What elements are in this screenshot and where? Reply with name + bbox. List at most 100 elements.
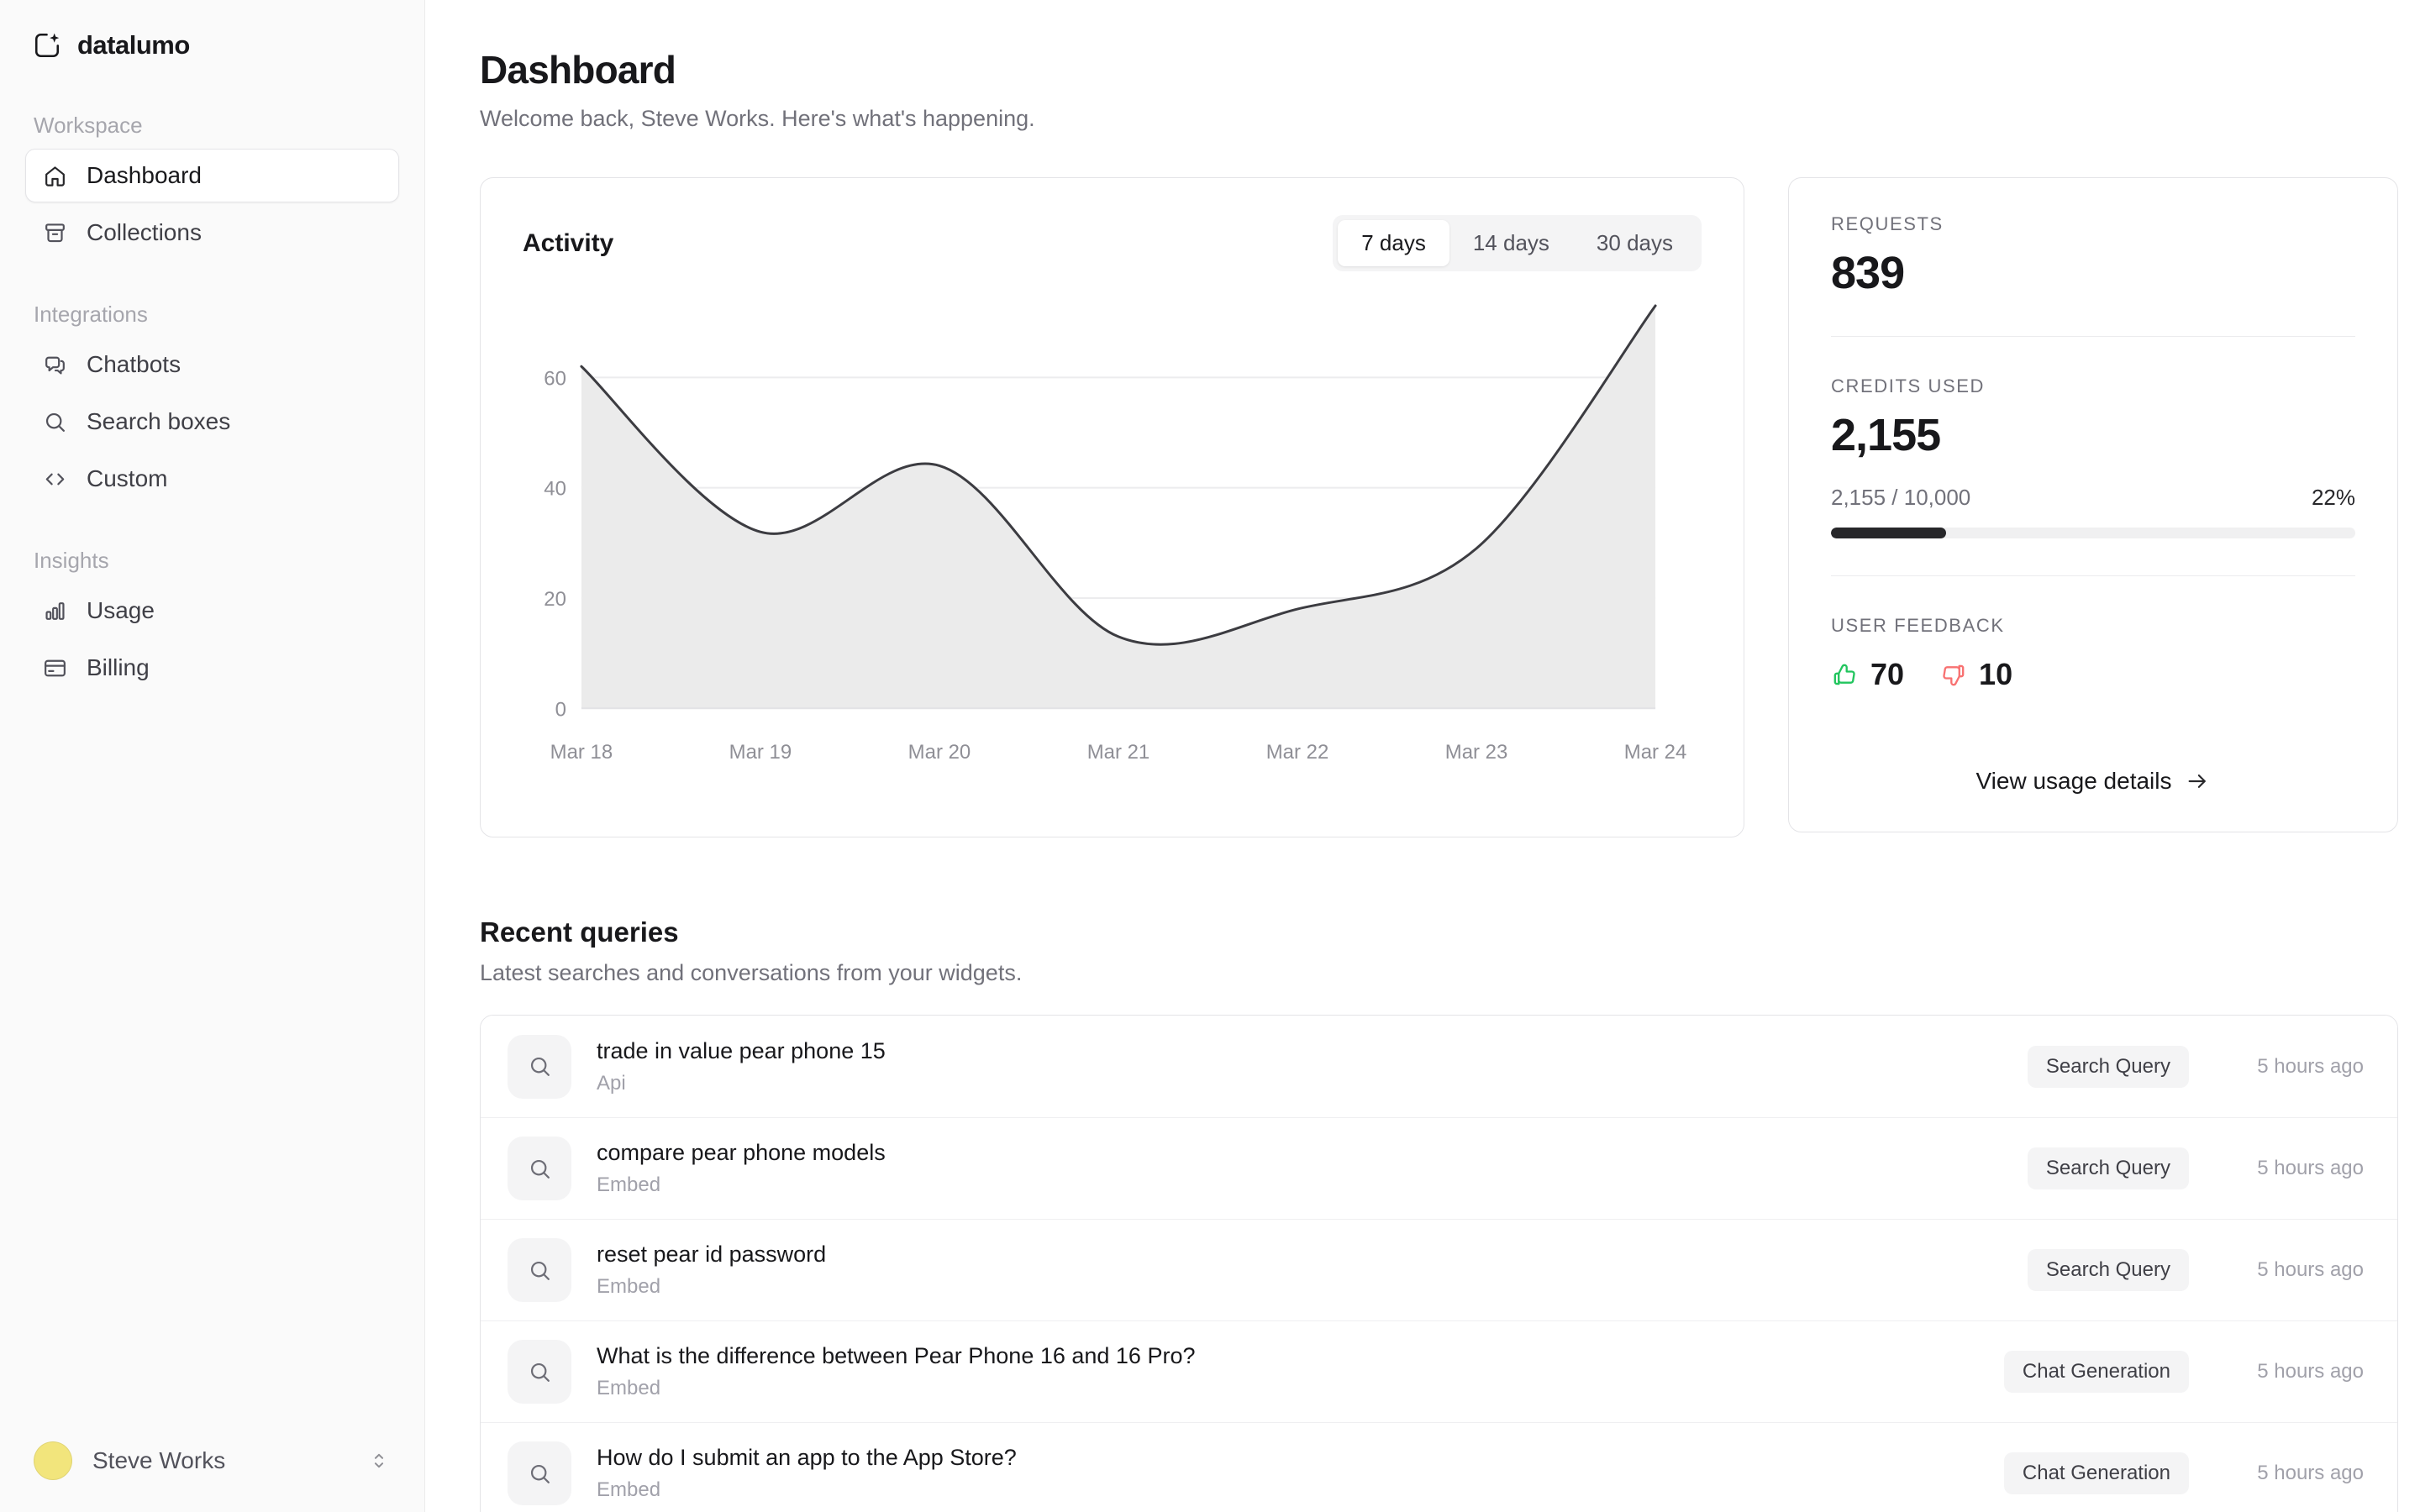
x-tick-label: Mar 24: [1624, 741, 1687, 764]
query-row[interactable]: reset pear id password Embed Search Query 5…: [481, 1219, 2397, 1320]
credit-card-icon: [42, 655, 68, 681]
query-text: How do I submit an app to the App Store?: [597, 1445, 1017, 1470]
magnifier-icon: [508, 1137, 571, 1200]
query-text: reset pear id password: [597, 1242, 827, 1267]
activity-range-tabs: 7 days 14 days 30 days: [1333, 215, 1702, 271]
stats-card: REQUESTS 839 CREDITS USED 2,155 2,155 / …: [1788, 177, 2398, 832]
sidebar-nav: Workspace Dashboard Collections Integration…: [25, 113, 399, 695]
x-tick-label: Mar 22: [1266, 741, 1329, 764]
view-usage-details-link[interactable]: View usage details: [1976, 768, 2211, 795]
x-tick-label: Mar 18: [550, 741, 613, 764]
feedback-label: USER FEEDBACK: [1831, 615, 2005, 636]
sidebar-item-label: Chatbots: [87, 351, 182, 377]
sidebar-item-custom[interactable]: Custom: [25, 452, 399, 506]
app-name: datalumo: [77, 30, 190, 60]
thumbs-up-icon: [1831, 661, 1859, 689]
query-text: trade in value pear phone 15: [597, 1037, 886, 1063]
thumbs-down-icon: [1939, 661, 1967, 689]
area-fill: [581, 305, 1656, 709]
sidebar-item-label: Billing: [87, 654, 150, 680]
arrow-right-icon: [2185, 769, 2210, 794]
sidebar-item-chatbots[interactable]: Chatbots: [25, 338, 399, 391]
activity-title: Activity: [523, 228, 614, 257]
bar-chart-icon: [42, 598, 68, 624]
recent-queries-title: Recent queries: [480, 916, 679, 948]
query-source: Embed: [597, 1478, 661, 1501]
activity-chart: 0 20 40 60 Mar 18 Mar 19 Mar 20 Mar 21 Mar 22 Mar…: [544, 304, 1687, 764]
credits-progress-fill: [1831, 528, 1947, 538]
query-source: Api: [597, 1071, 626, 1095]
avatar: [34, 1441, 72, 1480]
requests-value: 839: [1831, 248, 1905, 298]
magnifier-icon: [508, 1340, 571, 1404]
view-usage-details-label: View usage details: [1975, 768, 2172, 794]
query-text: compare pear phone models: [597, 1140, 886, 1165]
query-source: Embed: [597, 1377, 661, 1399]
query-text: What is the difference between Pear Phon…: [597, 1343, 1196, 1368]
sidebar: datalumo Workspace Dashboard Collections In…: [0, 0, 425, 1512]
divider: [1831, 575, 2355, 576]
sidebar-item-label: Collections: [87, 219, 202, 245]
y-tick-label: 20: [544, 588, 566, 611]
credits-ratio: 2,155 / 10,000: [1831, 485, 1971, 510]
sidebar-item-dashboard[interactable]: Dashboard: [25, 149, 399, 202]
query-row[interactable]: compare pear phone models Embed Search Que…: [481, 1117, 2397, 1219]
credits-percent: 22%: [2311, 485, 2355, 510]
thumbs-down-count: 10: [1979, 657, 2013, 691]
y-tick-label: 60: [544, 367, 566, 390]
y-tick-label: 0: [555, 698, 566, 721]
sidebar-item-label: Dashboard: [87, 162, 202, 188]
tab-14-days[interactable]: 14 days: [1472, 230, 1549, 255]
query-timestamp: 5 hours ago: [2257, 1157, 2364, 1179]
query-type-badge: Search Query: [2027, 1147, 2189, 1189]
credits-label: CREDITS USED: [1831, 375, 1985, 396]
query-timestamp: 5 hours ago: [2257, 1462, 2364, 1484]
tab-7-days[interactable]: 7 days: [1338, 220, 1449, 266]
query-type-badge: Chat Generation: [2003, 1452, 2189, 1494]
nav-group-label-workspace: Workspace: [34, 113, 143, 138]
nav-group-label-integrations: Integrations: [34, 302, 148, 327]
query-row[interactable]: What is the difference between Pear Phon…: [481, 1320, 2397, 1422]
user-menu[interactable]: Steve Works: [25, 1435, 399, 1487]
activity-card: Activity 7 days 14 days 30 days 0 20 40 60 Mar…: [480, 177, 1744, 837]
tab-30-days[interactable]: 30 days: [1596, 230, 1673, 255]
query-source: Embed: [597, 1275, 661, 1298]
chevron-up-down-icon: [367, 1449, 391, 1473]
magnifier-icon: [508, 1441, 571, 1505]
magnifier-icon: [508, 1034, 571, 1099]
query-row[interactable]: trade in value pear phone 15 Api Search Qu…: [481, 1016, 2397, 1117]
x-tick-label: Mar 20: [908, 741, 971, 764]
sidebar-item-usage[interactable]: Usage: [25, 584, 399, 638]
x-tick-label: Mar 19: [729, 741, 792, 764]
datalumo-logo-icon: [32, 30, 62, 60]
recent-queries-subtitle: Latest searches and conversations from y…: [480, 960, 1023, 985]
query-row[interactable]: How do I submit an app to the App Store?…: [481, 1422, 2397, 1512]
query-type-badge: Search Query: [2027, 1249, 2189, 1291]
sidebar-item-label: Search boxes: [87, 408, 231, 434]
y-tick-label: 40: [544, 478, 566, 501]
chat-icon: [42, 352, 68, 378]
sidebar-item-collections[interactable]: Collections: [25, 206, 399, 260]
query-source: Embed: [597, 1173, 661, 1196]
x-tick-label: Mar 23: [1445, 741, 1508, 764]
sidebar-item-label: Usage: [87, 597, 155, 623]
thumbs-up-count: 70: [1870, 657, 1905, 691]
query-timestamp: 5 hours ago: [2257, 1360, 2364, 1383]
credits-value: 2,155: [1831, 410, 1941, 460]
credits-progress-bar: [1831, 528, 2355, 538]
activity-chart-wrap: 0 20 40 60 Mar 18 Mar 19 Mar 20 Mar 21 Mar 22 Mar…: [523, 291, 1702, 774]
sidebar-item-billing[interactable]: Billing: [25, 641, 399, 695]
nav-group-label-insights: Insights: [34, 548, 109, 573]
query-timestamp: 5 hours ago: [2257, 1258, 2364, 1281]
activity-line: [580, 304, 1657, 646]
query-type-badge: Search Query: [2027, 1045, 2189, 1088]
collections-icon: [42, 220, 68, 246]
user-name: Steve Works: [92, 1447, 226, 1473]
home-icon: [42, 163, 68, 189]
sidebar-item-search-boxes[interactable]: Search boxes: [25, 395, 399, 449]
divider: [1831, 336, 2355, 337]
query-type-badge: Chat Generation: [2003, 1351, 2189, 1393]
requests-label: REQUESTS: [1831, 213, 1944, 234]
main-content: Dashboard Welcome back, Steve Works. Her…: [425, 0, 2420, 1512]
page-subtitle: Welcome back, Steve Works. Here's what's…: [480, 106, 1035, 131]
